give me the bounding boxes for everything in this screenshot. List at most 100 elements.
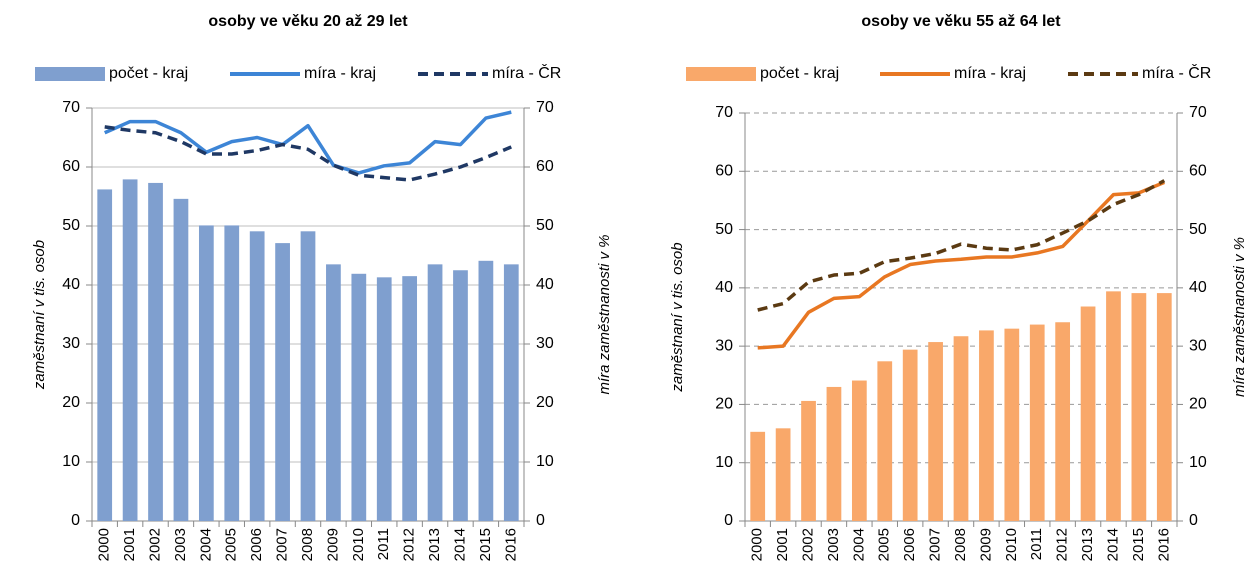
x-tick-label: 2016 [502,528,519,561]
bar [1055,322,1071,521]
line [104,125,512,182]
x-tick-label: 2009 [977,528,994,561]
y2-tick-label: 70 [536,99,554,116]
x-tick-label: 2006 [248,528,265,561]
x-tick-label: 2012 [1054,528,1071,561]
y2-tick-label: 50 [536,217,554,234]
y2-tick-label: 40 [536,276,554,293]
line [757,180,1165,350]
x-tick-label: 2008 [299,528,316,561]
y2-tick-label: 60 [1189,163,1207,180]
y-tick-label: 30 [715,337,733,354]
y-tick-label: 50 [715,221,733,238]
bar [1080,306,1096,521]
line [103,110,512,175]
x-tick-label: 2006 [901,528,918,561]
bar [1029,324,1045,521]
bar [376,277,392,521]
y2-tick-label: 30 [1189,337,1207,354]
x-tick-label: 2015 [477,528,494,561]
x-tick-label: 2000 [96,528,113,561]
x-tick-label: 2016 [1155,528,1172,561]
x-tick-label: 2007 [274,528,291,561]
bar [775,428,791,521]
x-tick-label: 2003 [172,528,189,561]
x-tick-label: 2013 [426,528,443,561]
bar [1106,291,1121,521]
x-tick-label: 2007 [927,528,944,561]
y2-tick-label: 10 [536,453,554,470]
y2-tick-label: 50 [1189,221,1207,238]
x-tick-label: 2001 [774,528,791,561]
legend-label: míra - ČR [1142,63,1211,82]
bar [351,273,367,521]
bar [877,361,893,521]
x-tick-label: 2002 [146,528,163,561]
x-tick-label: 2015 [1130,528,1147,561]
y-tick-label: 50 [62,217,80,234]
x-tick-label: 2005 [223,528,240,561]
x-tick-label: 2002 [799,528,816,561]
bar [503,264,519,521]
y2-tick-label: 20 [1189,396,1207,413]
legend-swatch [686,67,756,81]
y-tick-label: 30 [62,335,80,352]
y-tick-label: 10 [715,454,733,471]
legend-label: míra - kraj [954,65,1026,82]
bar [224,225,240,521]
legend-label: míra - ČR [492,63,561,82]
x-tick-label: 2011 [1028,528,1045,560]
legend-label: počet - kraj [109,65,188,82]
y-axis-label: zaměstnaní v tis. osob [31,240,48,390]
bar [453,270,468,521]
x-tick-label: 2014 [451,528,468,561]
x-tick-label: 2009 [324,528,341,561]
x-tick-label: 2008 [952,528,969,561]
line [757,179,1166,312]
bar [122,179,138,521]
y-tick-label: 40 [62,276,80,293]
y2-axis-label: míra zaměstnanosti v % [596,234,613,394]
y-tick-label: 0 [724,512,733,529]
y2-tick-label: 70 [1189,104,1207,121]
y2-tick-label: 10 [1189,454,1207,471]
bar [300,231,316,521]
y-tick-label: 0 [71,512,80,529]
bar [198,225,214,521]
bar [427,264,443,521]
y2-tick-label: 60 [536,158,554,175]
bar [750,431,766,521]
y2-tick-label: 30 [536,335,554,352]
bar [979,330,994,521]
bar [1004,328,1020,521]
bar [478,260,494,521]
x-tick-label: 2014 [1104,528,1121,561]
legend-label: míra - kraj [304,65,376,82]
bar [249,231,265,521]
bar [402,276,418,521]
x-tick-label: 2004 [850,528,867,561]
x-tick-label: 2013 [1079,528,1096,561]
y-tick-label: 20 [62,394,80,411]
x-tick-label: 2004 [197,528,214,561]
x-tick-label: 2010 [1003,528,1020,561]
y2-tick-label: 0 [536,512,545,529]
bar [97,189,113,522]
y2-tick-label: 20 [536,394,554,411]
bar [275,243,290,522]
y-tick-label: 40 [715,279,733,296]
x-tick-label: 2010 [350,528,367,561]
y-tick-label: 10 [62,453,80,470]
y2-tick-label: 0 [1189,512,1198,529]
y2-tick-label: 40 [1189,279,1207,296]
chart-title: osoby ve věku 20 až 29 let [208,13,408,30]
y-tick-label: 60 [62,158,80,175]
bar [928,342,943,521]
y-tick-label: 70 [715,104,733,121]
y-tick-label: 70 [62,99,80,116]
bar [801,400,816,521]
legend-swatch [35,67,105,81]
y-tick-label: 60 [715,163,733,180]
x-tick-label: 2005 [876,528,893,561]
